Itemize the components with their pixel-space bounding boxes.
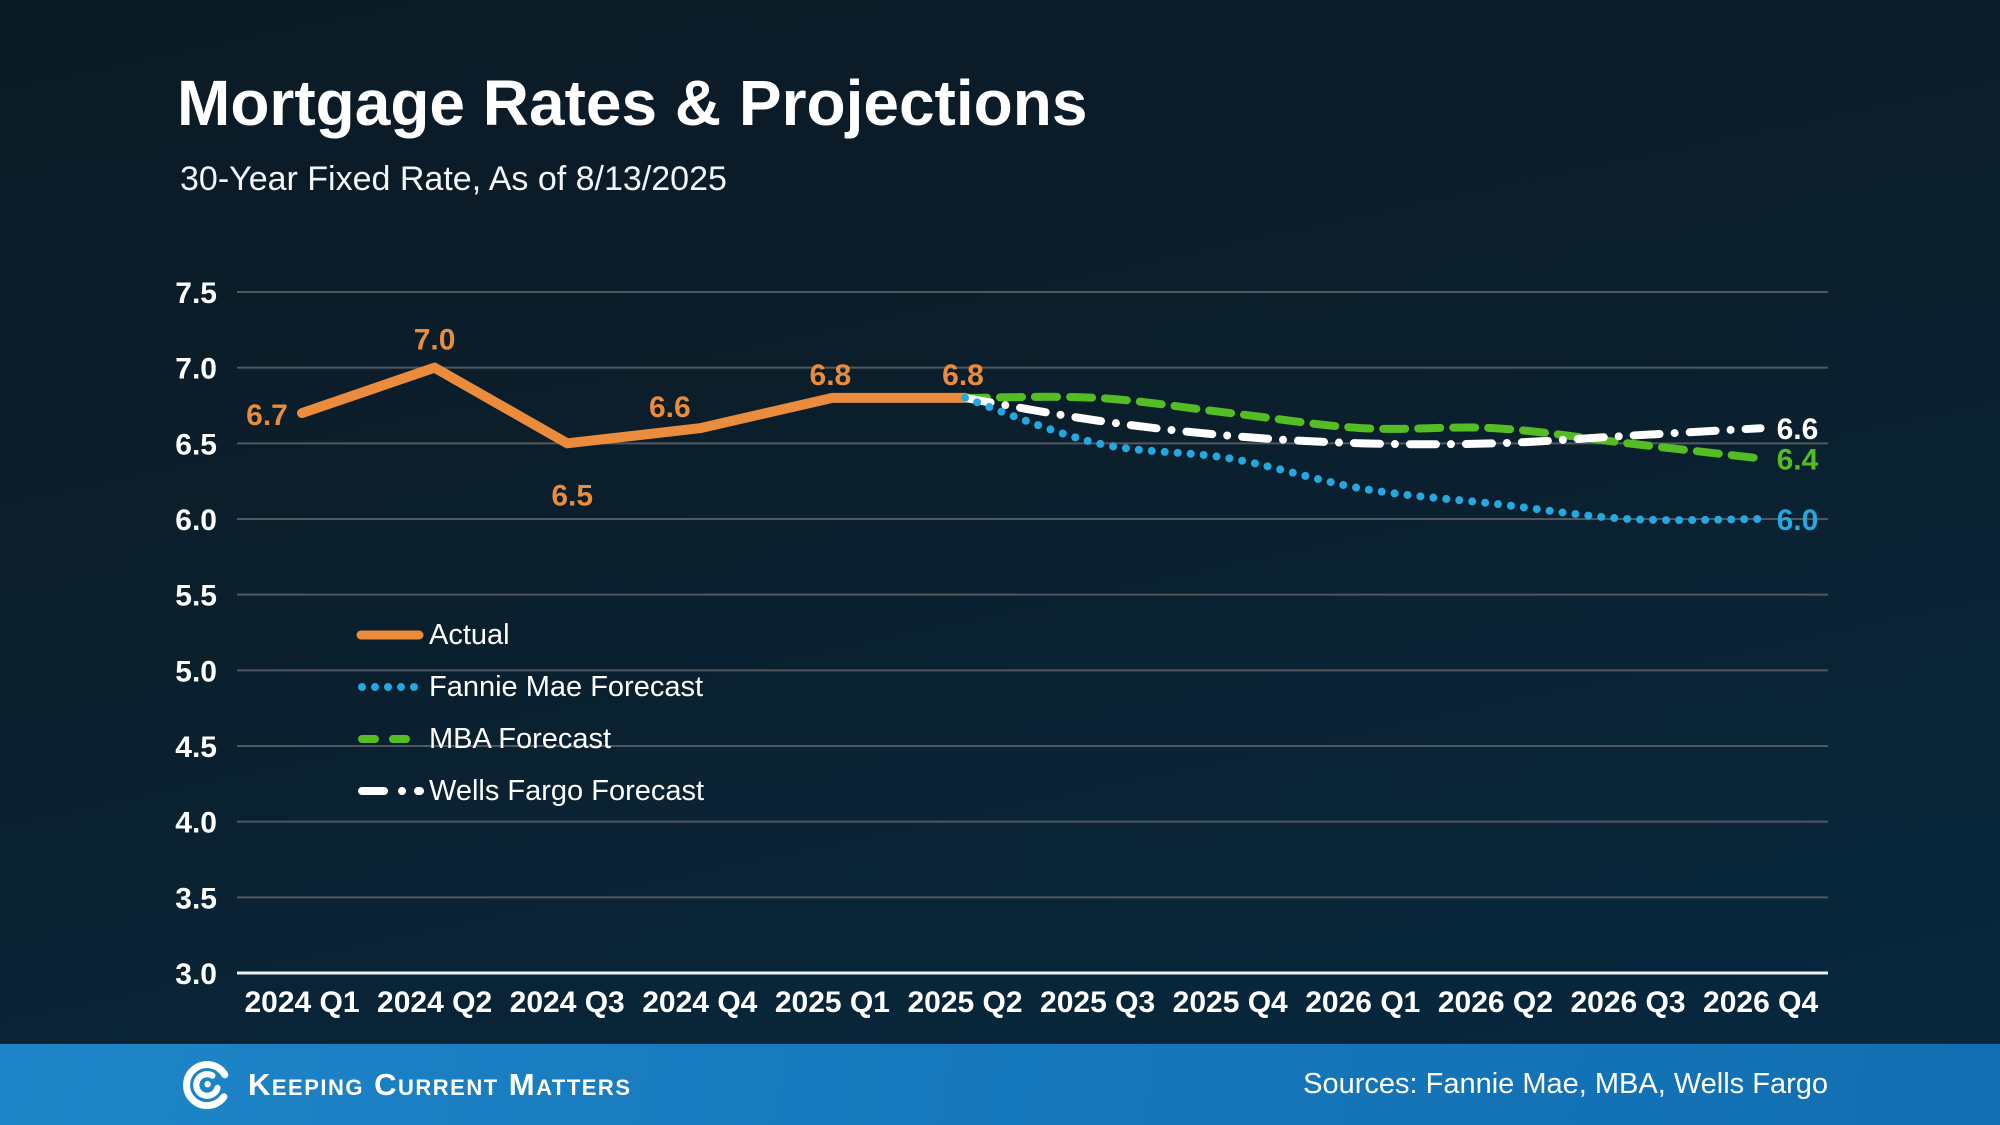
data-label-actual-2025-q1: 6.8: [810, 359, 852, 392]
y-axis-label-6.5: 6.5: [175, 428, 217, 461]
mba-line-swatch: [358, 735, 423, 743]
x-axis-label-2024-q2: 2024 Q2: [377, 986, 492, 1019]
legend-label: MBA Forecast: [429, 722, 612, 755]
legend-item-wells-fargo: Wells Fargo Forecast: [356, 765, 704, 817]
end-label-mba-forecast: 6.4: [1777, 443, 1819, 476]
legend-item-fannie-mae: Fannie Mae Forecast: [356, 661, 704, 713]
legend-item-mba: MBA Forecast: [356, 713, 704, 765]
y-axis-label-3.5: 3.5: [175, 882, 217, 915]
data-label-actual-2024-q1: 6.7: [246, 399, 288, 432]
x-axis-label-2026-q2: 2026 Q2: [1438, 986, 1553, 1019]
y-axis-label-4.5: 4.5: [175, 731, 217, 764]
x-axis-label-2025-q2: 2025 Q2: [907, 986, 1022, 1019]
data-label-actual-2025-q2: 6.8: [942, 359, 984, 392]
series-line-mba-forecast: [961, 392, 1765, 463]
end-label-wells-fargo-forecast: 6.6: [1777, 413, 1819, 446]
kcm-swirl-logo: [183, 1060, 229, 1109]
x-axis-label-2026-q3: 2026 Q3: [1570, 986, 1685, 1019]
y-axis-label-5.5: 5.5: [175, 580, 217, 613]
y-axis-label-3.0: 3.0: [175, 958, 217, 991]
data-label-actual-2024-q2: 7.0: [414, 324, 456, 357]
series-line-fannie-mae-forecast: [961, 393, 1765, 525]
x-axis-label-2024-q3: 2024 Q3: [510, 986, 625, 1019]
x-axis-label-2024-q1: 2024 Q1: [244, 986, 359, 1019]
legend-label: Actual: [429, 618, 510, 651]
brand-name: Keeping Current Matters: [248, 1066, 632, 1102]
legend-label: Wells Fargo Forecast: [429, 774, 705, 807]
data-label-actual-2024-q4: 6.6: [649, 391, 691, 424]
x-axis-label-2024-q4: 2024 Q4: [642, 986, 757, 1019]
data-label-actual-2024-q3: 6.5: [551, 479, 593, 512]
sources-note: Sources: Fannie Mae, MBA, Wells Fargo: [1303, 1068, 1828, 1100]
x-axis-label-2026-q1: 2026 Q1: [1305, 986, 1420, 1019]
y-axis-label-5.0: 5.0: [175, 655, 217, 688]
y-axis-label-4.0: 4.0: [175, 807, 217, 840]
legend-item-actual: Actual: [356, 609, 704, 661]
legend-label: Fannie Mae Forecast: [429, 670, 704, 703]
actual-line-swatch: [356, 630, 424, 640]
page-title: Mortgage Rates & Projections: [177, 67, 1088, 139]
x-axis-label-2025-q1: 2025 Q1: [775, 986, 890, 1019]
series-line-wells-fargo-forecast: [961, 393, 1765, 449]
fannie-mae-line-swatch: [358, 683, 423, 691]
y-axis-label-7.0: 7.0: [175, 353, 217, 386]
wells-fargo-line-swatch: [358, 787, 424, 795]
y-axis-label-6.0: 6.0: [175, 504, 217, 537]
x-axis-label-2025-q3: 2025 Q3: [1040, 986, 1155, 1019]
end-label-fannie-mae-forecast: 6.0: [1777, 504, 1819, 537]
series-line-actual: [297, 362, 970, 449]
y-axis-label-7.5: 7.5: [175, 277, 217, 310]
footer-bar: Keeping Current Matters Sources: Fannie …: [0, 1044, 2000, 1125]
page-subtitle: 30-Year Fixed Rate, As of 8/13/2025: [180, 160, 727, 198]
chart-legend: Actual Fannie Mae Forecast MBA Forecast …: [356, 609, 704, 817]
x-axis-label-2026-q4: 2026 Q4: [1703, 986, 1818, 1019]
x-axis-label-2025-q4: 2025 Q4: [1173, 986, 1288, 1019]
